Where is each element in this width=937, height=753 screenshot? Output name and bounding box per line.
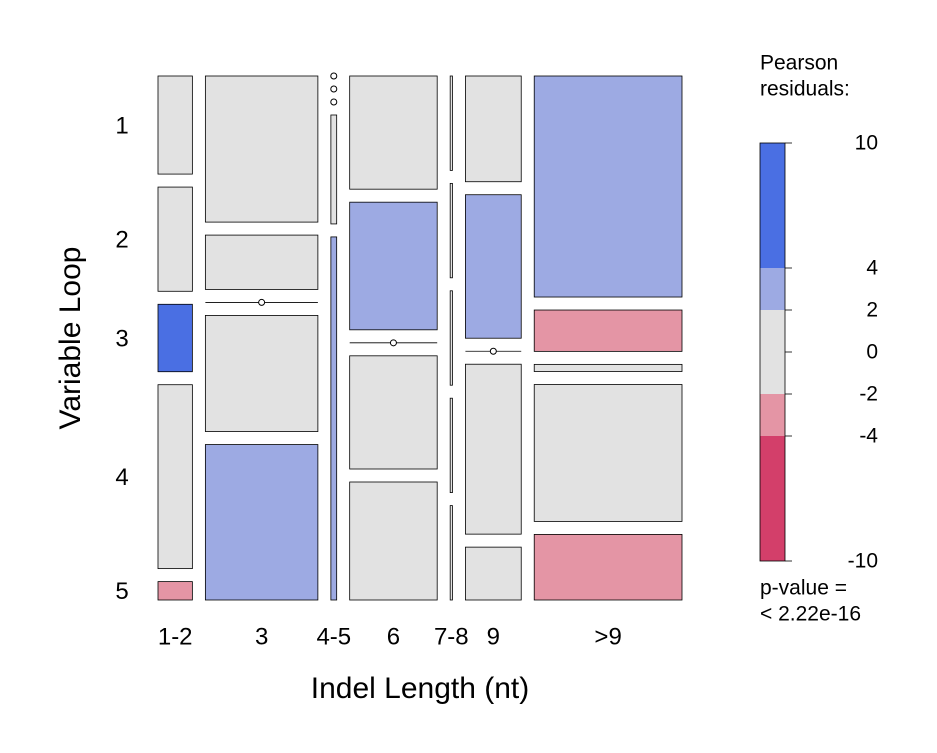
mosaic-cell — [449, 182, 453, 279]
zero-cell — [258, 298, 266, 306]
mosaic-cell — [449, 505, 453, 601]
mosaic-cell — [533, 363, 683, 372]
y-tick-label: 2 — [115, 227, 128, 254]
x-tick-label: 7-8 — [434, 623, 469, 650]
p-value-label: p-value = — [760, 577, 847, 600]
mosaic-cell — [449, 397, 453, 494]
mosaic-cell — [330, 236, 338, 601]
mosaic-cell — [533, 309, 683, 352]
y-tick-label: 4 — [115, 464, 128, 491]
x-axis-title: Indel Length (nt) — [311, 672, 529, 705]
mosaic-cell — [349, 481, 438, 601]
mosaic-cell — [204, 315, 319, 432]
legend-swatch — [760, 143, 785, 268]
mosaic-cell — [157, 384, 193, 570]
mosaic-cell — [330, 114, 338, 225]
mosaic-cell — [465, 75, 522, 183]
legend-tick-label: 0 — [866, 341, 878, 364]
legend-swatch — [760, 436, 785, 561]
zero-cell — [489, 347, 497, 355]
x-tick-label: 3 — [255, 623, 268, 650]
zero-cell — [330, 85, 338, 93]
mosaic-cell — [349, 201, 438, 331]
y-tick-label: 1 — [115, 112, 128, 139]
mosaic-cell — [157, 303, 193, 373]
mosaic-cell — [349, 75, 438, 190]
y-tick-label: 5 — [115, 578, 128, 605]
mosaic-cell — [533, 534, 683, 601]
mosaic-cell — [533, 384, 683, 522]
x-tick-label: 4-5 — [316, 623, 351, 650]
mosaic-cell — [533, 75, 683, 298]
x-tick-label: 9 — [487, 623, 500, 650]
legend-title: Pearson — [760, 52, 838, 75]
mosaic-cell — [204, 444, 319, 601]
p-value: < 2.22e-16 — [760, 603, 861, 626]
mosaic-cell — [349, 355, 438, 470]
zero-cell — [389, 339, 397, 347]
x-tick-label: >9 — [594, 623, 621, 650]
y-tick-label: 3 — [115, 325, 128, 352]
mosaic-cell — [465, 546, 522, 601]
legend-swatch — [760, 268, 785, 310]
mosaic-cell — [157, 581, 193, 601]
legend-tick-label: 4 — [866, 257, 878, 280]
x-tick-label: 1-2 — [158, 623, 193, 650]
legend-swatch — [760, 310, 785, 352]
x-tick-label: 6 — [387, 623, 400, 650]
mosaic-cell — [204, 75, 319, 223]
zero-cell — [330, 98, 338, 106]
mosaic-cell — [449, 75, 453, 171]
legend-swatch — [760, 394, 785, 436]
y-axis-title: Variable Loop — [54, 247, 87, 430]
legend-tick-label: -10 — [848, 550, 878, 573]
legend-tick-label: 2 — [866, 299, 878, 322]
legend-tick-label: -4 — [859, 425, 878, 448]
mosaic-cell — [204, 234, 319, 290]
mosaic-cell — [157, 186, 193, 292]
legend-tick-label: 10 — [855, 132, 878, 155]
legend-tick-label: -2 — [859, 383, 878, 406]
mosaic-cell — [465, 363, 522, 535]
mosaic-cell — [449, 290, 453, 386]
zero-cell — [330, 72, 338, 80]
legend-title: residuals: — [760, 78, 850, 101]
legend-swatch — [760, 352, 785, 394]
mosaic-cell — [465, 194, 522, 339]
mosaic-cell — [157, 75, 193, 175]
